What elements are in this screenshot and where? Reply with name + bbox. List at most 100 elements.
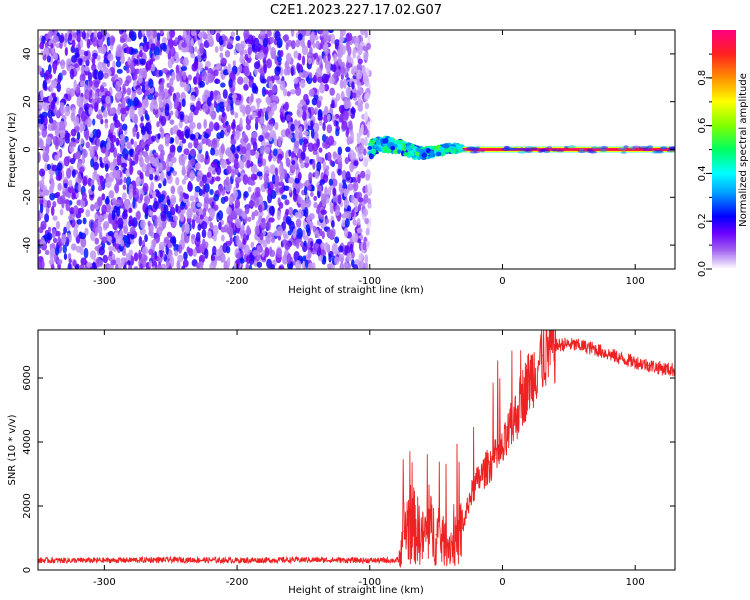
- spectrogram-cell: [141, 138, 145, 148]
- spectrogram-cell: [87, 71, 93, 82]
- spectrogram-cell: [343, 99, 350, 110]
- spectrogram-cell: [347, 87, 351, 98]
- spectrogram-x-tick-label: -100: [358, 276, 381, 287]
- spectrogram-cell: [54, 138, 60, 147]
- spectrogram-cell: [70, 45, 76, 54]
- spectrogram-cell: [78, 96, 84, 106]
- spectrogram-cell: [266, 258, 273, 269]
- spectrogram-cell: [500, 147, 511, 151]
- spectrogram-cell: [285, 157, 291, 167]
- spectrogram-cell: [317, 185, 323, 192]
- spectrogram-cell: [138, 188, 145, 198]
- spectrogram-cell: [257, 110, 262, 119]
- spectrogram-cell: [127, 98, 132, 108]
- spectrogram-cell: [234, 176, 242, 184]
- spectrogram-cell: [316, 67, 323, 78]
- spectrogram-cell: [192, 248, 197, 257]
- spectrogram-cell: [74, 47, 80, 58]
- spectrogram-cell: [285, 216, 292, 225]
- spectrogram-cell: [366, 42, 372, 50]
- spectrogram-cell: [162, 42, 167, 52]
- spectrogram-cell: [270, 237, 276, 243]
- spectrogram-cell: [196, 202, 203, 208]
- spectrogram-cell: [282, 254, 288, 265]
- spectrogram-cell: [138, 49, 143, 58]
- spectrogram-cell: [351, 209, 355, 218]
- spectrogram-cell: [322, 250, 327, 257]
- spectrogram-cell: [115, 263, 119, 269]
- spectrogram-cell: [77, 207, 85, 214]
- spectrogram-cell: [338, 253, 345, 263]
- spectrogram-cell: [189, 121, 196, 130]
- spectrogram-cell: [318, 120, 323, 126]
- spectrogram-cell: [274, 30, 281, 41]
- spectrogram-cell: [189, 149, 196, 157]
- spectrogram-cell: [219, 253, 226, 263]
- spectrogram-cell: [144, 234, 148, 243]
- spectrogram-cell: [142, 42, 149, 53]
- spectrogram-cell: [57, 74, 62, 85]
- spectrogram-cell: [154, 174, 158, 181]
- spectrogram-cell: [187, 180, 192, 191]
- spectrogram-cell: [39, 203, 44, 214]
- spectrogram-cell: [187, 142, 193, 149]
- spectrogram-cell: [121, 211, 128, 220]
- spectrogram-cell: [382, 146, 389, 152]
- spectrogram-cell: [328, 76, 335, 85]
- snr-point: [608, 353, 610, 355]
- spectrogram-cell: [599, 149, 608, 153]
- spectrogram-cell: [148, 230, 154, 236]
- spectrogram-cell: [435, 151, 442, 157]
- spectrogram-cell: [198, 261, 204, 268]
- spectrogram-cell: [159, 82, 165, 92]
- spectrogram-cell: [59, 195, 66, 204]
- spectrogram-cell: [347, 46, 352, 56]
- spectrogram-cell: [314, 169, 320, 180]
- spectrogram-cell: [251, 111, 257, 119]
- spectrogram-cell: [668, 146, 675, 150]
- spectrogram-cell: [39, 70, 45, 77]
- spectrogram-cell: [272, 156, 277, 162]
- spectrogram-cell: [324, 186, 328, 197]
- spectrogram-cell: [330, 230, 335, 238]
- spectrogram-cell: [39, 179, 45, 191]
- spectrogram-cell: [172, 215, 178, 222]
- spectrogram-cell: [235, 218, 242, 229]
- spectrogram-cell: [177, 244, 183, 254]
- spectrogram-cell: [357, 238, 361, 244]
- spectrogram-cell: [357, 174, 361, 184]
- spectrogram-cell: [154, 54, 160, 61]
- spectrogram-cell: [261, 78, 267, 84]
- spectrogram-cell: [145, 122, 152, 133]
- spectrogram-cell: [245, 255, 251, 264]
- spectrogram-cell: [81, 192, 87, 202]
- spectrogram-cell: [162, 220, 167, 229]
- spectrogram-cell: [271, 85, 277, 94]
- spectrogram-cell: [158, 221, 164, 228]
- spectrogram-cell: [256, 197, 260, 206]
- spectrogram-cell: [339, 113, 344, 123]
- spectrogram-cell: [52, 201, 57, 208]
- spectrogram-cell: [156, 121, 160, 128]
- snr-point: [369, 559, 371, 562]
- spectrogram-cell: [298, 130, 303, 140]
- spectrogram-cell: [144, 155, 150, 164]
- spectrogram-cell: [315, 40, 320, 49]
- spectrogram-cell: [247, 46, 253, 55]
- spectrogram-cell: [38, 139, 44, 149]
- spectrogram-cell: [210, 147, 216, 156]
- spectrogram-cell: [367, 198, 372, 205]
- spectrogram-y-tick-label: -20: [22, 189, 33, 205]
- spectrogram-cell: [181, 265, 186, 269]
- spectrogram-cell: [172, 236, 177, 247]
- spectrogram-cell: [202, 174, 208, 184]
- spectrogram-cell: [365, 227, 370, 236]
- spectrogram-cell: [343, 188, 348, 198]
- spectrogram-cell: [304, 156, 309, 164]
- snr-x-tick-label: 0: [499, 577, 505, 588]
- spectrogram-cell: [151, 191, 158, 199]
- spectrogram-cell: [243, 76, 249, 85]
- spectrogram-cell: [248, 200, 255, 207]
- spectrogram-cell: [133, 141, 138, 148]
- spectrogram-cell: [59, 129, 66, 139]
